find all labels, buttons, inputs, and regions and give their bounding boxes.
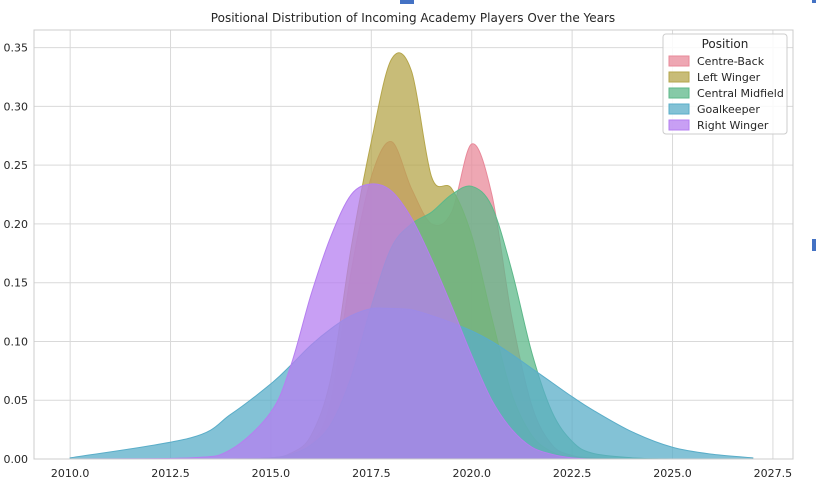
right-edge-marker-middle [812,239,816,251]
legend-label: Right Winger [697,119,769,132]
legend-label: Centre-Back [697,55,765,68]
x-tick-label: 2020.0 [452,467,491,480]
right-edge-marker-top [812,0,816,3]
legend-label: Left Winger [697,71,761,84]
legend-swatch [668,71,690,83]
y-tick-label: 0.00 [4,453,29,466]
y-tick-label: 0.20 [4,218,29,231]
legend-swatch [668,119,690,131]
legend-swatch [668,87,690,99]
legend-swatch [668,55,690,67]
legend-box [662,33,788,135]
y-tick-label: 0.30 [4,100,29,113]
x-tick-label: 2010.0 [51,467,90,480]
legend-title: Position [702,37,749,51]
x-tick-label: 2015.0 [252,467,291,480]
x-tick-label: 2027.5 [754,467,793,480]
legend-swatch [668,103,690,115]
legend-label: Central Midfield [697,87,784,100]
y-tick-label: 0.10 [4,335,29,348]
x-tick-label: 2012.5 [151,467,190,480]
x-tick-label: 2017.5 [352,467,391,480]
x-tick-label: 2025.0 [653,467,692,480]
y-tick-label: 0.35 [4,42,29,55]
y-axis-ticks: 0.00 0.05 0.10 0.15 0.20 0.25 0.30 0.35 [4,42,29,466]
top-edge-marker [400,0,414,4]
legend-label: Goalkeeper [697,103,760,116]
y-tick-label: 0.15 [4,277,29,290]
density-areas [69,52,754,460]
density-area-right-winger [70,183,753,460]
legend: Position Centre-Back Left Winger Central Mi… [662,33,788,135]
y-tick-label: 0.25 [4,159,29,172]
x-tick-label: 2022.5 [553,467,592,480]
y-tick-label: 0.05 [4,394,29,407]
chart-title: Positional Distribution of Incoming Acad… [211,11,615,25]
x-axis-ticks: 2010.0 2012.5 2015.0 2017.5 2020.0 2022.5 2025… [51,467,792,480]
plot-frame [33,29,794,460]
